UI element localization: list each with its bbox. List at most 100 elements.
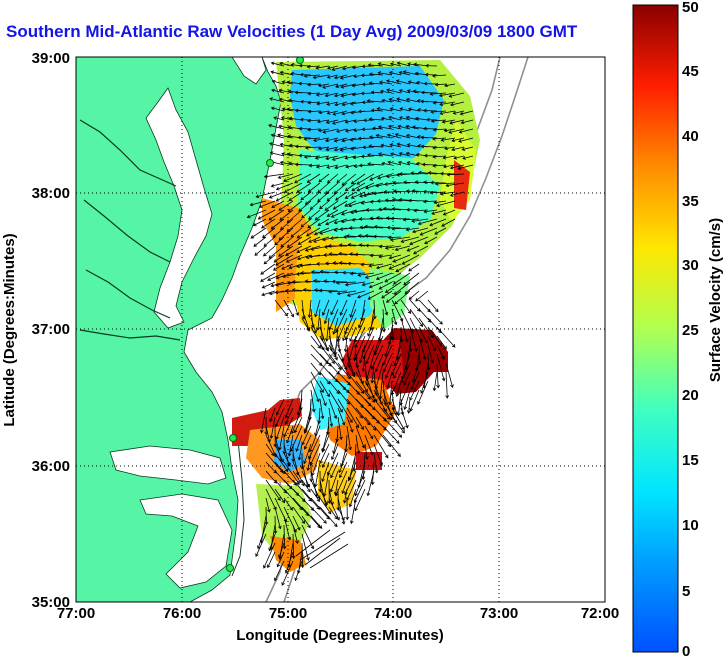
velocity-vector-head	[361, 100, 366, 105]
velocity-vector	[314, 299, 321, 317]
velocity-vector-head	[380, 116, 385, 121]
velocity-vector	[286, 218, 303, 233]
velocity-vector-head	[365, 185, 369, 190]
velocity-vector-head	[357, 273, 362, 277]
colorbar-tick-label: 15	[682, 452, 699, 469]
velocity-vector-head	[335, 438, 340, 443]
velocity-vector	[345, 317, 357, 340]
velocity-vector-head	[393, 321, 398, 326]
velocity-vector-head	[330, 474, 334, 479]
velocity-vector	[376, 272, 393, 280]
velocity-vector	[345, 164, 357, 168]
velocity-vector	[394, 344, 402, 366]
velocity-vector	[354, 317, 366, 343]
velocity-vector	[386, 80, 402, 85]
velocity-vector	[274, 461, 286, 474]
velocity-vector	[326, 317, 330, 342]
velocity-vector	[415, 117, 429, 121]
velocity-vector	[341, 173, 357, 186]
velocity-vector	[407, 144, 420, 148]
velocity-vector	[307, 128, 321, 131]
colorbar-tick-label: 20	[682, 387, 699, 404]
x-tick-label: 76:00	[163, 605, 201, 622]
velocity-vector	[318, 173, 330, 183]
velocity-vector	[406, 152, 420, 157]
grid-lines	[76, 57, 605, 602]
velocity-vector-head	[269, 418, 273, 423]
velocity-vector	[337, 380, 350, 393]
velocity-vector	[301, 542, 304, 568]
velocity-vector-head	[279, 142, 284, 147]
velocity-vector-head	[331, 456, 335, 461]
velocity-vector	[368, 290, 384, 300]
velocity-vector	[411, 371, 420, 390]
velocity-vector-head	[318, 110, 322, 115]
velocity-vector-head	[347, 242, 352, 247]
velocity-vector	[373, 389, 387, 412]
velocity-vector-head	[376, 107, 381, 111]
velocity-vector-head	[323, 402, 327, 407]
velocity-vector	[265, 497, 270, 512]
velocity-vector	[299, 531, 346, 561]
velocity-vector-head	[325, 138, 329, 143]
velocity-vector-head	[365, 360, 369, 365]
velocity-vector-head	[306, 179, 311, 183]
velocity-vector-head	[420, 135, 424, 140]
velocity-vector-head	[451, 138, 455, 143]
velocity-vector	[427, 353, 430, 371]
velocity-vector	[411, 218, 429, 222]
velocity-vector	[355, 380, 371, 400]
velocity-vector	[271, 182, 285, 187]
velocity-vector-head	[315, 164, 320, 169]
velocity-vector-head	[283, 189, 288, 193]
velocity-vector-head	[365, 208, 370, 212]
velocity-vector	[365, 272, 384, 279]
velocity-vector-head	[307, 524, 311, 529]
velocity-vector	[337, 398, 353, 423]
velocity-vector-head	[391, 197, 396, 202]
velocity-vector-head	[357, 234, 362, 238]
velocity-vector	[378, 153, 393, 157]
velocity-vector	[311, 452, 321, 476]
field-patch	[290, 66, 444, 166]
velocity-vector	[325, 137, 339, 142]
velocity-vector	[401, 362, 411, 383]
velocity-vector-head	[306, 328, 310, 332]
velocity-vector	[319, 362, 338, 382]
velocity-vector-head	[267, 564, 271, 569]
velocity-vector	[355, 371, 368, 393]
velocity-vector-head	[458, 139, 462, 143]
velocity-vector-head	[329, 488, 334, 493]
colorbar-tick-label: 5	[682, 583, 690, 600]
velocity-vector-head	[287, 208, 292, 213]
velocity-vector	[342, 101, 357, 106]
velocity-vector-head	[423, 108, 427, 113]
velocity-vector	[334, 326, 339, 355]
velocity-vector-head	[331, 67, 336, 71]
velocity-vector-head	[325, 147, 330, 152]
velocity-vector	[307, 83, 321, 86]
velocity-vector-head	[303, 430, 308, 434]
velocity-vector	[356, 182, 375, 192]
field-patch	[312, 268, 384, 326]
velocity-vector	[310, 308, 314, 328]
velocity-vector	[344, 308, 357, 335]
velocity-vector	[439, 92, 456, 97]
velocity-vector-head	[420, 390, 424, 394]
velocity-vector-head	[389, 412, 393, 417]
velocity-vector-head	[326, 111, 331, 115]
velocity-vector	[378, 126, 393, 130]
velocity-vector	[373, 380, 383, 405]
velocity-vector	[328, 380, 340, 394]
velocity-vector-head	[378, 207, 382, 212]
velocity-vector-head	[369, 135, 373, 140]
velocity-vector	[443, 209, 456, 216]
velocity-vector-head	[363, 118, 367, 123]
velocity-vector-head	[432, 145, 436, 150]
velocity-vector-head	[338, 261, 343, 265]
velocity-vector-head	[395, 393, 400, 398]
velocity-vector-head	[360, 91, 365, 96]
velocity-vector-head	[310, 247, 314, 251]
velocity-vector-head	[443, 345, 447, 350]
velocity-vector-head	[307, 118, 311, 123]
